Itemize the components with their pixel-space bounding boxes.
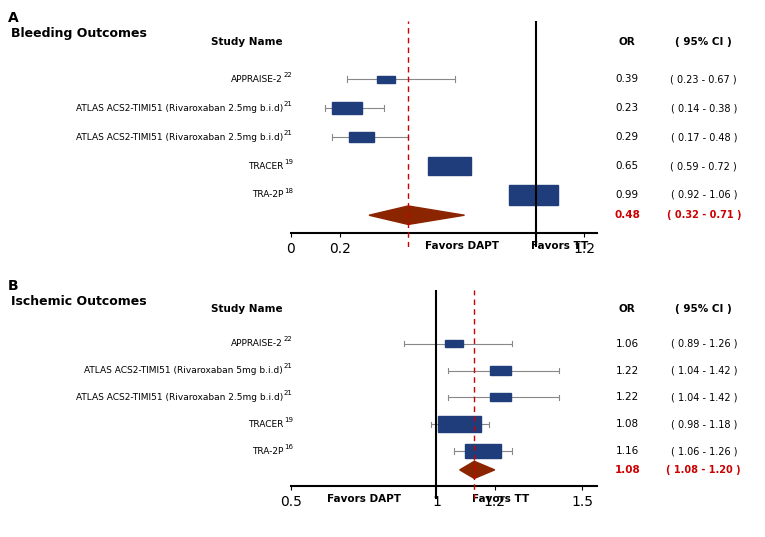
Text: ATLAS ACS2-TIMI51 (Rivaroxaban 2.5mg b.i.d): ATLAS ACS2-TIMI51 (Rivaroxaban 2.5mg b.i… <box>76 393 283 402</box>
Text: B: B <box>8 279 18 293</box>
Text: 1.08: 1.08 <box>616 419 639 429</box>
Text: 22: 22 <box>284 336 292 343</box>
Bar <box>332 102 363 114</box>
Text: ( 0.14 - 0.38 ): ( 0.14 - 0.38 ) <box>671 103 737 113</box>
Bar <box>438 416 481 432</box>
Text: Ischemic Outcomes: Ischemic Outcomes <box>11 295 147 308</box>
Text: ( 1.06 - 1.26 ): ( 1.06 - 1.26 ) <box>671 446 737 456</box>
Text: Favors TT: Favors TT <box>472 494 529 504</box>
Text: 0.48: 0.48 <box>614 210 640 220</box>
Bar <box>428 157 471 175</box>
Polygon shape <box>369 206 464 224</box>
Bar <box>444 340 463 347</box>
Text: 21: 21 <box>284 130 293 136</box>
Text: ( 0.59 - 0.72 ): ( 0.59 - 0.72 ) <box>670 161 737 171</box>
Text: ( 0.92 - 1.06 ): ( 0.92 - 1.06 ) <box>671 190 737 200</box>
Text: TRA-2P: TRA-2P <box>252 191 283 199</box>
Bar <box>490 393 511 402</box>
Text: 18: 18 <box>284 187 293 194</box>
Text: ( 95% CI ): ( 95% CI ) <box>675 37 732 47</box>
Text: ( 0.32 - 0.71 ): ( 0.32 - 0.71 ) <box>666 210 741 220</box>
Text: ( 95% CI ): ( 95% CI ) <box>675 304 732 314</box>
Text: 1.22: 1.22 <box>616 393 639 402</box>
Text: TRACER: TRACER <box>248 420 283 429</box>
Text: 19: 19 <box>284 159 293 165</box>
Text: 1.16: 1.16 <box>616 446 639 456</box>
Text: 21: 21 <box>284 390 293 396</box>
Text: Favors DAPT: Favors DAPT <box>327 494 401 504</box>
Text: 0.99: 0.99 <box>616 190 639 200</box>
Bar <box>350 132 374 142</box>
Text: 21: 21 <box>284 363 293 369</box>
Text: 0.65: 0.65 <box>616 161 639 171</box>
Text: Study Name: Study Name <box>211 304 283 314</box>
Text: ( 1.04 - 1.42 ): ( 1.04 - 1.42 ) <box>671 393 737 402</box>
Bar <box>509 185 558 205</box>
Text: A: A <box>8 11 18 25</box>
Text: 19: 19 <box>284 417 293 423</box>
Text: 0.39: 0.39 <box>616 74 639 84</box>
Text: 1.22: 1.22 <box>616 366 639 375</box>
Text: ATLAS ACS2-TIMI51 (Rivaroxaban 2.5mg b.i.d): ATLAS ACS2-TIMI51 (Rivaroxaban 2.5mg b.i… <box>76 133 283 142</box>
Text: 1.06: 1.06 <box>616 339 639 349</box>
Text: ATLAS ACS2-TIMI51 (Rivaroxaban 2.5mg b.i.d): ATLAS ACS2-TIMI51 (Rivaroxaban 2.5mg b.i… <box>76 104 283 113</box>
Text: APPRAISE-2: APPRAISE-2 <box>231 339 283 348</box>
Bar <box>464 444 501 458</box>
Text: TRACER: TRACER <box>248 162 283 171</box>
Bar <box>490 366 511 375</box>
Text: ATLAS ACS2-TIMI51 (Rivaroxaban 5mg b.i.d): ATLAS ACS2-TIMI51 (Rivaroxaban 5mg b.i.d… <box>84 366 283 375</box>
Text: Study Name: Study Name <box>211 37 283 47</box>
Text: 16: 16 <box>284 444 293 450</box>
Text: Favors DAPT: Favors DAPT <box>425 241 499 251</box>
Text: 1.08: 1.08 <box>614 465 640 475</box>
Text: ( 1.04 - 1.42 ): ( 1.04 - 1.42 ) <box>671 366 737 375</box>
Text: TRA-2P: TRA-2P <box>252 447 283 455</box>
Bar <box>377 76 396 83</box>
Polygon shape <box>460 461 495 478</box>
Text: ( 0.89 - 1.26 ): ( 0.89 - 1.26 ) <box>671 339 737 349</box>
Text: ( 0.23 - 0.67 ): ( 0.23 - 0.67 ) <box>670 74 737 84</box>
Text: OR: OR <box>619 304 636 314</box>
Text: 21: 21 <box>284 101 293 107</box>
Text: 0.29: 0.29 <box>616 132 639 142</box>
Text: Favors TT: Favors TT <box>532 241 588 251</box>
Text: 0.23: 0.23 <box>616 103 639 113</box>
Text: APPRAISE-2: APPRAISE-2 <box>231 75 283 84</box>
Text: ( 0.98 - 1.18 ): ( 0.98 - 1.18 ) <box>671 419 737 429</box>
Text: ( 1.08 - 1.20 ): ( 1.08 - 1.20 ) <box>666 465 741 475</box>
Text: ( 0.17 - 0.48 ): ( 0.17 - 0.48 ) <box>671 132 737 142</box>
Text: Bleeding Outcomes: Bleeding Outcomes <box>11 27 148 40</box>
Text: OR: OR <box>619 37 636 47</box>
Text: 22: 22 <box>284 72 292 78</box>
